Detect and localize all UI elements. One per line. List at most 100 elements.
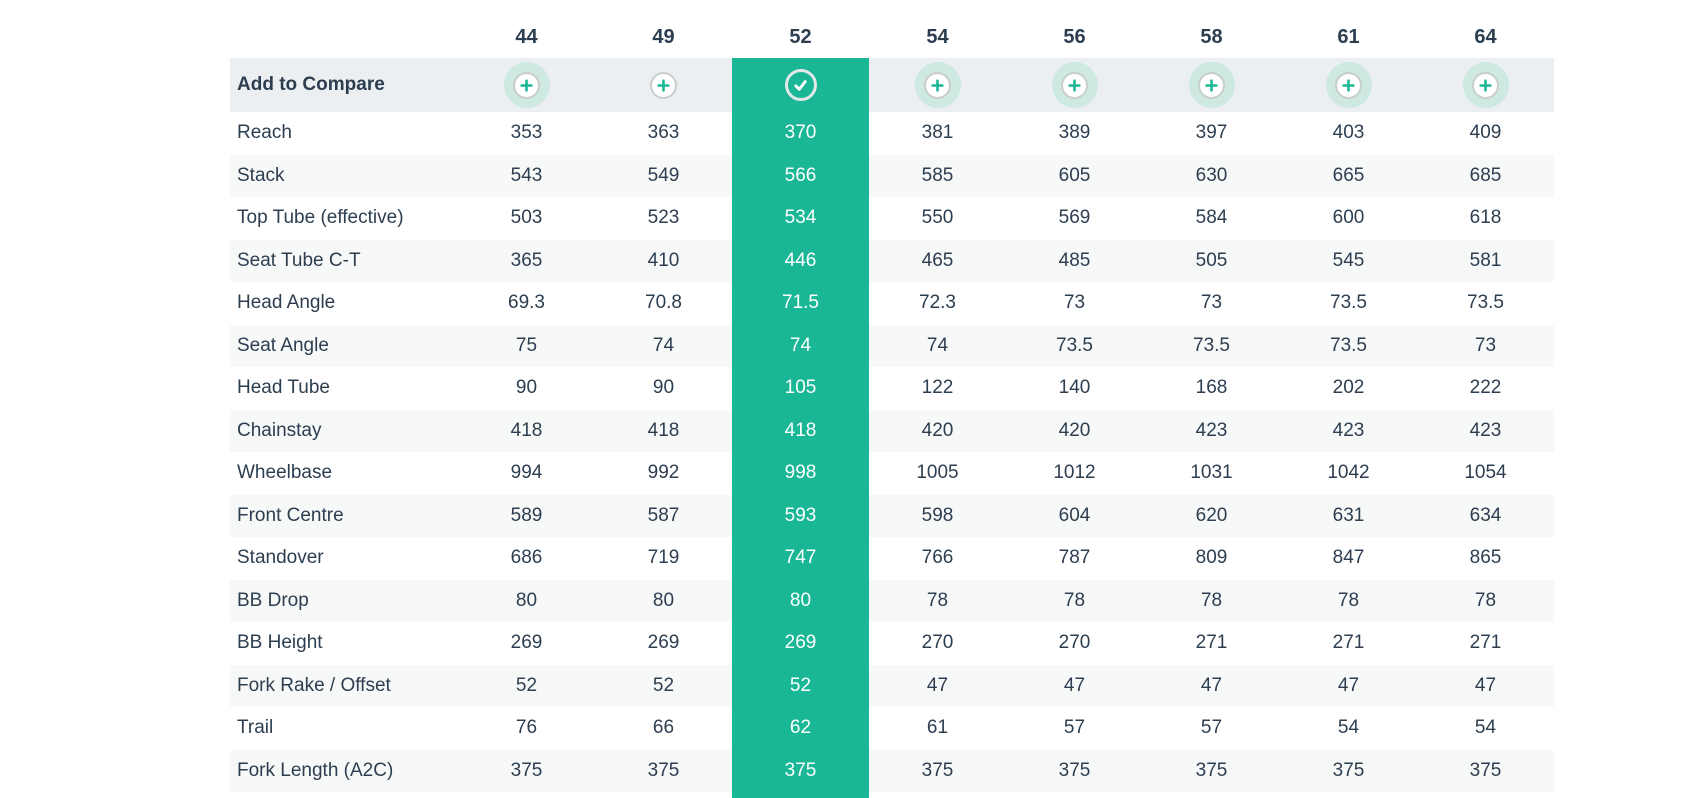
size-column-header: 54 [926, 25, 949, 48]
add-to-compare-plus-button[interactable] [650, 71, 677, 99]
geometry-value: 375 [1469, 759, 1502, 781]
geometry-value: 998 [732, 452, 869, 495]
geometry-row: BB Height 269 269 269 270 270 271 271 271 [230, 622, 1554, 665]
geometry-value: 52 [652, 674, 675, 696]
stub-cell [1417, 792, 1554, 798]
geometry-value: 600 [1332, 207, 1365, 229]
geometry-value: 78 [926, 589, 949, 611]
geometry-row: Head Tube 90 90 105 122 140 168 202 222 [230, 367, 1554, 410]
geometry-value: 847 [1332, 547, 1365, 569]
geometry-value: 47 [926, 674, 949, 696]
stub-cell [458, 792, 595, 798]
geometry-value: 994 [510, 462, 543, 484]
plus-icon [1341, 78, 1356, 93]
stub-cell [1006, 792, 1143, 798]
row-label: Fork Length (A2C) [237, 759, 394, 781]
geometry-value: 75 [515, 334, 538, 356]
compare-selected-check-button[interactable] [784, 69, 817, 101]
size-column-header: 49 [652, 25, 675, 48]
geometry-value: 57 [1063, 717, 1086, 739]
plus-icon [1204, 78, 1219, 93]
geometry-value: 73.5 [1330, 292, 1367, 314]
geometry-value: 74 [926, 334, 949, 356]
geometry-value: 630 [1195, 164, 1228, 186]
stub-cell [1143, 792, 1280, 798]
compare-button-wrap [641, 62, 687, 108]
geometry-value: 375 [1195, 759, 1228, 781]
add-to-compare-plus-button[interactable] [1472, 71, 1499, 99]
geometry-row: Fork Length (A2C) 375 375 375 375 375 375 375 37… [230, 749, 1554, 792]
geometry-value: 375 [921, 759, 954, 781]
compare-button-cell [1280, 58, 1417, 112]
size-column-header: 58 [1200, 25, 1223, 48]
geometry-value: 566 [732, 154, 869, 197]
geometry-value: 140 [1058, 377, 1091, 399]
geometry-value: 375 [1058, 759, 1091, 781]
geometry-value: 363 [647, 122, 680, 144]
geometry-value: 446 [732, 239, 869, 282]
compare-button-cell [869, 58, 1006, 112]
geometry-value: 78 [1200, 589, 1223, 611]
geometry-value: 52 [515, 674, 538, 696]
geometry-value: 766 [921, 547, 954, 569]
geometry-value: 52 [732, 664, 869, 707]
size-column-header: 52 [789, 25, 812, 48]
geometry-value: 410 [647, 249, 680, 271]
row-label: Stack [237, 164, 285, 186]
compare-button-halo [503, 62, 550, 108]
geometry-row: Seat Tube C-T 365 410 446 465 485 505 545 581 [230, 239, 1554, 282]
geometry-value: 73 [1063, 292, 1086, 314]
geometry-value: 618 [1469, 207, 1502, 229]
geometry-row: Front Centre 589 587 593 598 604 620 631 634 [230, 494, 1554, 537]
geometry-value: 1031 [1190, 462, 1233, 484]
geometry-value: 375 [510, 759, 543, 781]
row-label: BB Drop [237, 589, 309, 611]
geometry-value: 403 [1332, 122, 1365, 144]
add-to-compare-plus-button[interactable] [1198, 71, 1225, 99]
geometry-value: 523 [647, 207, 680, 229]
geometry-value: 66 [652, 717, 675, 739]
compare-button-halo [914, 62, 961, 108]
geometry-value: 685 [1469, 164, 1502, 186]
geometry-value: 73.5 [1056, 334, 1093, 356]
add-to-compare-plus-button[interactable] [1335, 71, 1362, 99]
add-to-compare-plus-button[interactable] [513, 71, 540, 99]
geometry-value: 634 [1469, 504, 1502, 526]
corner-cell [230, 0, 458, 58]
geometry-value: 90 [652, 377, 675, 399]
compare-button-halo [1188, 62, 1235, 108]
geometry-value: 80 [732, 579, 869, 622]
table-cutoff-row [230, 792, 1554, 798]
plus-icon [1067, 78, 1082, 93]
size-column-header: 64 [1474, 25, 1497, 48]
stub-cell [595, 792, 732, 798]
plus-icon [519, 78, 534, 93]
geometry-value: 375 [1332, 759, 1365, 781]
geometry-value: 365 [510, 249, 543, 271]
geometry-value: 1042 [1327, 462, 1370, 484]
add-to-compare-plus-button[interactable] [924, 71, 951, 99]
geometry-value: 271 [1469, 632, 1502, 654]
add-to-compare-plus-button[interactable] [1061, 71, 1088, 99]
row-label: Wheelbase [237, 462, 333, 484]
geometry-value: 598 [921, 504, 954, 526]
geometry-value: 202 [1332, 377, 1365, 399]
geometry-value: 631 [1332, 504, 1365, 526]
geometry-value: 62 [732, 707, 869, 750]
stub-cell [230, 792, 458, 798]
geometry-value: 375 [732, 749, 869, 792]
geometry-value: 485 [1058, 249, 1091, 271]
geometry-value: 269 [732, 622, 869, 665]
geometry-row: Chainstay 418 418 418 420 420 423 423 423 [230, 409, 1554, 452]
geometry-value: 585 [921, 164, 954, 186]
compare-button-halo [1462, 62, 1509, 108]
geometry-value: 549 [647, 164, 680, 186]
geometry-row: Top Tube (effective) 503 523 534 550 569 584 60… [230, 197, 1554, 240]
geometry-value: 543 [510, 164, 543, 186]
compare-button-cell [732, 58, 869, 112]
geometry-value: 605 [1058, 164, 1091, 186]
geometry-value: 375 [647, 759, 680, 781]
geometry-value: 80 [652, 589, 675, 611]
geometry-value: 47 [1200, 674, 1223, 696]
compare-button-cell [595, 58, 732, 112]
